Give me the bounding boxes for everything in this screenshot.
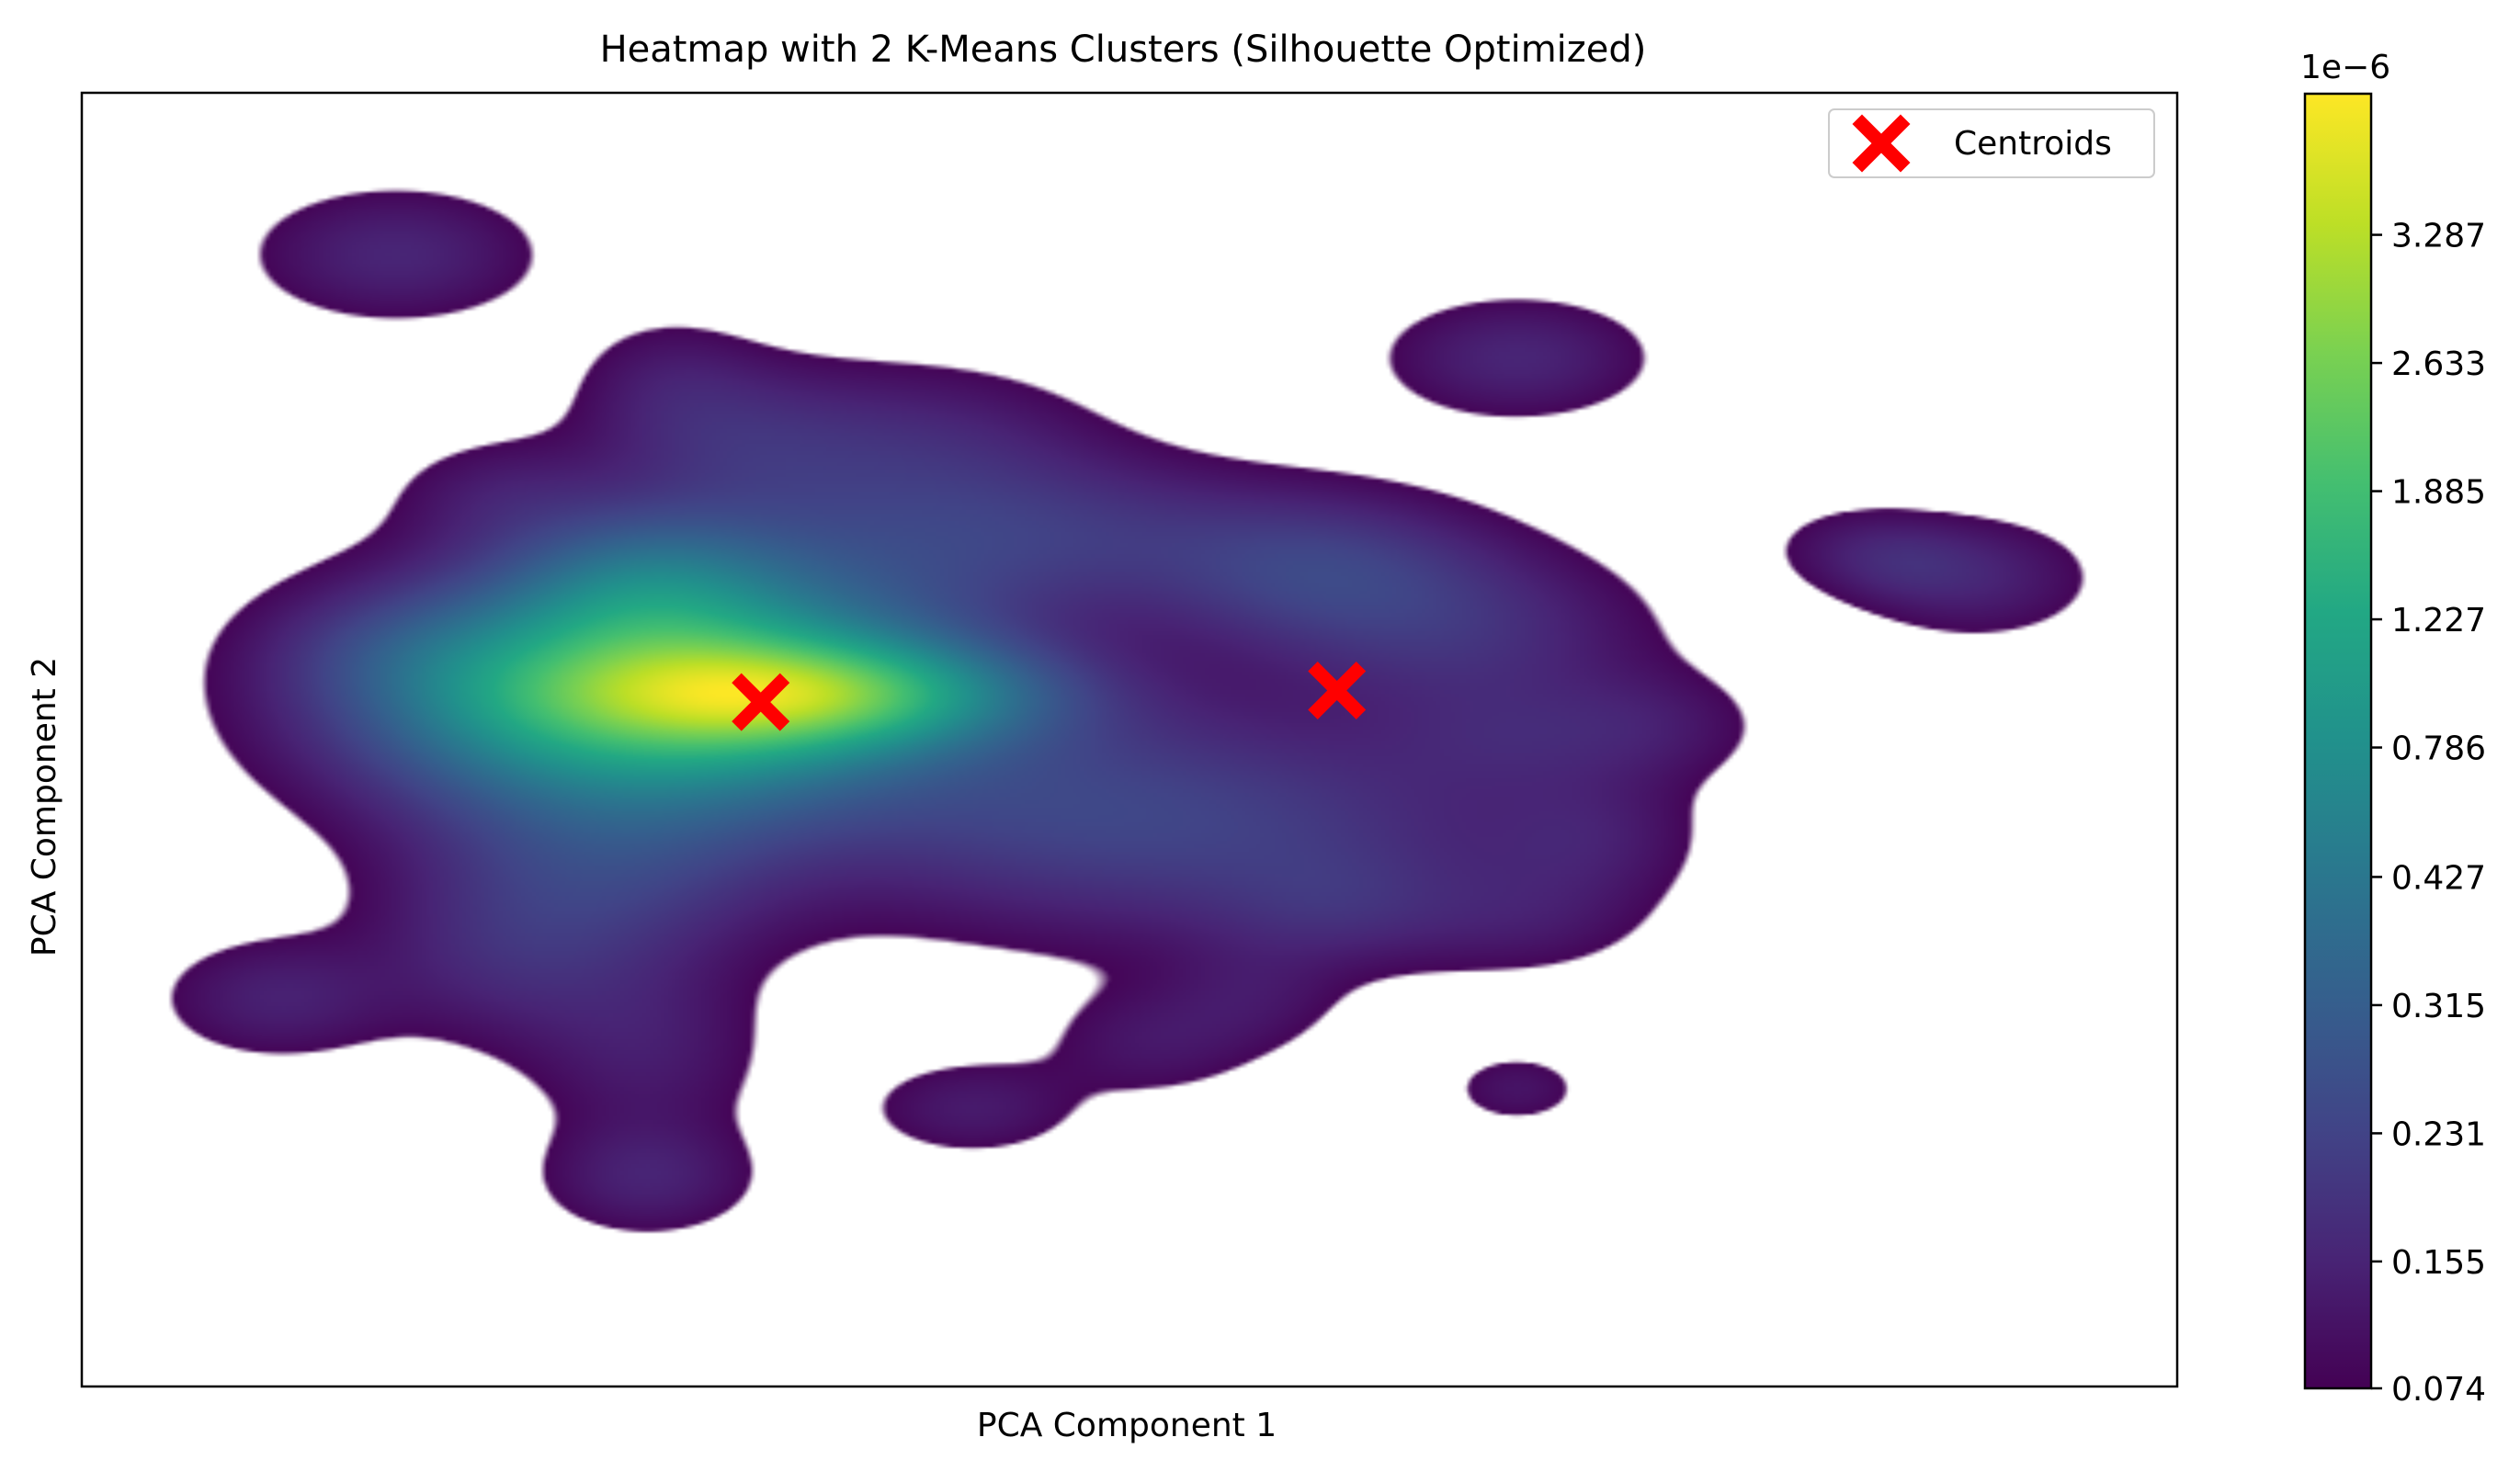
colorbar-frame — [2303, 92, 2373, 1390]
heatmap-layer — [82, 93, 2177, 1386]
colorbar-tick-label: 0.427 — [2391, 859, 2486, 897]
colorbar-tick-label: 1.227 — [2391, 602, 2486, 639]
legend: Centroids — [1828, 108, 2155, 178]
colorbar-offset-label: 1e−6 — [2300, 49, 2390, 86]
colorbar-tick-label: 2.633 — [2391, 345, 2486, 383]
colorbar: 1e−6 0.074 0.155 0.231 0.315 0.427 0.786 1.227… — [2300, 49, 2486, 1409]
colorbar-gradient-bar — [2305, 94, 2371, 1388]
colorbar-tick-label: 0.231 — [2391, 1115, 2486, 1153]
centroid-marker-2 — [1308, 661, 1367, 719]
x-axis-label: PCA Component 1 — [977, 1407, 1277, 1444]
legend-label: Centroids — [1954, 125, 2112, 163]
colorbar-tick-label: 3.287 — [2391, 218, 2486, 255]
y-axis-label: PCA Component 2 — [26, 657, 63, 956]
legend-centroid-marker — [1852, 114, 1911, 173]
centroid-markers — [732, 661, 1367, 731]
colorbar-tick-label: 0.315 — [2391, 988, 2486, 1025]
colorbar-tick-label: 0.074 — [2391, 1371, 2486, 1409]
legend-box — [1828, 108, 2155, 178]
centroid-marker-1 — [732, 673, 790, 731]
colorbar-tick-label: 1.885 — [2391, 474, 2486, 512]
plot-frame — [80, 91, 2179, 1388]
density-raster — [82, 93, 2177, 1386]
colorbar-ticks: 0.074 0.155 0.231 0.315 0.427 0.786 1.227 1.885… — [2371, 218, 2486, 1409]
chart-title: Heatmap with 2 K-Means Clusters (Silhoue… — [600, 28, 1647, 71]
colorbar-tick-label: 0.155 — [2391, 1244, 2486, 1282]
colorbar-tick-label: 0.786 — [2391, 730, 2486, 768]
